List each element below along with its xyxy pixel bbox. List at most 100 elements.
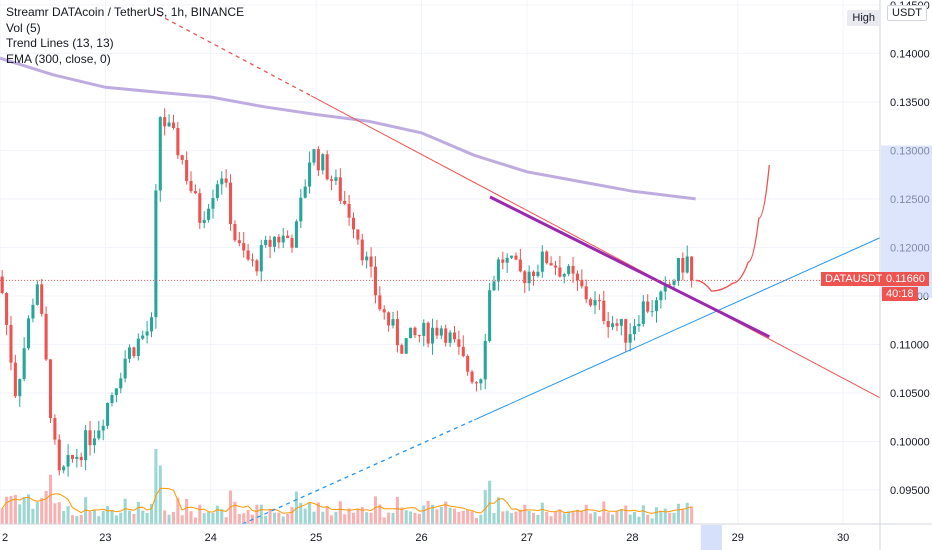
candle-body	[237, 240, 241, 244]
candle-body	[501, 259, 505, 263]
time-tick-label: 2	[2, 532, 8, 544]
time-axis[interactable]: 2 23 24 25 26 27 28 29 30	[0, 523, 932, 550]
volume-bar	[224, 517, 228, 524]
volume-bar	[518, 509, 522, 524]
candle-body	[474, 382, 478, 384]
volume-bar	[189, 511, 193, 524]
legend-ema[interactable]: EMA (300, close, 0)	[6, 51, 111, 66]
candle-body	[325, 154, 329, 180]
candle-body	[676, 257, 680, 281]
volume-bar	[84, 497, 88, 524]
volume-bar	[452, 508, 457, 524]
candle-body	[668, 284, 672, 286]
high-button[interactable]: High	[847, 10, 880, 26]
candle-body	[198, 193, 202, 223]
volume-bar	[650, 518, 654, 524]
candle-body	[589, 299, 593, 306]
volume-bar	[171, 511, 175, 524]
time-tick-label: 25	[310, 532, 322, 544]
candle-body	[18, 379, 22, 397]
candle-body	[514, 255, 518, 260]
candle-body	[510, 255, 514, 258]
candle-body	[615, 323, 619, 326]
candle-body	[5, 292, 9, 325]
volume-bar	[22, 496, 26, 524]
candle-body	[439, 328, 443, 336]
volume-bar	[632, 511, 637, 524]
candle-body	[158, 117, 162, 191]
candle-body	[505, 257, 509, 263]
volume-bar	[413, 512, 417, 524]
volume-bar	[624, 505, 628, 524]
candle-body	[132, 347, 136, 357]
volume-bar	[558, 509, 562, 524]
candle-body	[584, 286, 588, 300]
volume-bar	[264, 515, 268, 524]
projection-path	[695, 164, 770, 292]
volume-bar	[233, 501, 237, 524]
candle-body	[299, 197, 303, 222]
candle-body	[580, 280, 584, 287]
candle-body	[461, 346, 465, 357]
volume-bar	[373, 496, 377, 524]
volume-bar	[426, 500, 430, 524]
volume-bar	[619, 508, 623, 524]
candle-body	[360, 239, 364, 261]
projection-curve[interactable]	[695, 164, 770, 292]
legend-volume[interactable]: Vol (5)	[6, 20, 41, 35]
ema-line	[0, 56, 696, 201]
volume-bar	[48, 474, 53, 524]
volume-bar	[325, 506, 329, 524]
candle-body	[646, 301, 650, 312]
trend-line-up-dashed	[242, 419, 475, 525]
candle-body	[229, 182, 233, 224]
candle-body	[185, 159, 189, 181]
volume-bar	[35, 502, 39, 524]
candle-body	[53, 418, 57, 440]
volume-bar	[430, 504, 435, 524]
candle-body	[176, 127, 180, 156]
volume-bar	[57, 502, 61, 524]
volume-bar	[163, 510, 167, 524]
volume-bar	[417, 513, 421, 524]
candle-body	[330, 179, 334, 181]
volume-bar	[435, 509, 439, 524]
unit-button[interactable]: USDT	[887, 5, 927, 21]
volume-bar	[312, 511, 316, 524]
volume-bar	[246, 510, 250, 524]
candle-body	[114, 388, 118, 396]
volume-bar	[255, 504, 259, 524]
candle-body	[593, 300, 597, 306]
volume-bar	[88, 511, 92, 524]
candle-body	[167, 122, 171, 127]
volume-bar	[5, 496, 9, 524]
candle-body	[75, 456, 79, 459]
volume-bar	[281, 516, 285, 524]
candle-body	[628, 334, 632, 343]
candle-body	[66, 455, 70, 467]
trend-line-up	[474, 237, 881, 421]
candle-body	[457, 339, 461, 347]
volume-bar	[277, 512, 281, 524]
legend-trend-lines[interactable]: Trend Lines (13, 13)	[6, 36, 114, 50]
volume-bar	[676, 503, 680, 524]
volume-bar	[18, 504, 22, 524]
candle-body	[215, 184, 219, 199]
volume-bar	[391, 512, 395, 524]
volume-bar	[75, 516, 79, 524]
volume-bar	[154, 449, 158, 524]
candle-body	[435, 327, 439, 336]
volume-bar	[611, 514, 615, 524]
candle-body	[488, 290, 492, 341]
volume-bar	[387, 512, 391, 524]
candle-body	[62, 466, 66, 471]
trend-lines[interactable]	[157, 13, 881, 525]
candle-body	[597, 300, 601, 302]
candle-body	[347, 203, 351, 218]
volume-bar	[97, 516, 101, 524]
candle-body	[654, 300, 659, 312]
candle-body	[681, 257, 685, 273]
legend-symbol[interactable]: Streamr DATAcoin / TetherUS, 1h, BINANCE	[6, 5, 245, 19]
candle-body	[518, 259, 522, 272]
